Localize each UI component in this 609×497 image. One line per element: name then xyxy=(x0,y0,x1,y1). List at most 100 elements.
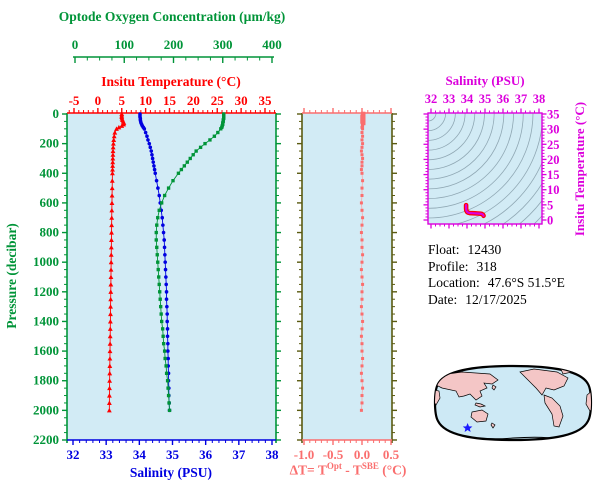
float-id-label: Float: xyxy=(428,242,460,257)
map-australia xyxy=(470,409,489,423)
svg-text:35: 35 xyxy=(479,92,492,106)
svg-text:0: 0 xyxy=(95,93,102,108)
svg-text:34: 34 xyxy=(133,447,147,462)
delta-t-axis: -1.0 -0.5 0.0 0.5 xyxy=(294,108,400,462)
svg-text:1800: 1800 xyxy=(33,373,59,388)
svg-text:33: 33 xyxy=(443,92,456,106)
svg-text:2000: 2000 xyxy=(33,402,59,417)
date-label: Date: xyxy=(428,291,458,307)
svg-text:32: 32 xyxy=(425,92,438,106)
location-label: Location: xyxy=(428,275,480,290)
svg-text:1600: 1600 xyxy=(33,343,59,358)
svg-text:200: 200 xyxy=(164,37,184,52)
svg-text:300: 300 xyxy=(213,37,233,52)
svg-text:38: 38 xyxy=(533,92,546,106)
profile-number-line: Profile: 318 xyxy=(428,259,565,276)
svg-text:400: 400 xyxy=(262,37,282,52)
profile-number-label: Profile: xyxy=(428,258,469,274)
svg-text:Pressure (decibar): Pressure (decibar) xyxy=(4,223,19,329)
svg-text:33: 33 xyxy=(100,447,114,462)
ts-profile-curve xyxy=(463,202,486,219)
svg-text:15: 15 xyxy=(163,93,177,108)
svg-text:15: 15 xyxy=(547,168,560,182)
plot-backgrounds xyxy=(67,113,542,440)
svg-text:200: 200 xyxy=(40,136,60,151)
svg-text:0: 0 xyxy=(72,37,79,52)
svg-text:10: 10 xyxy=(547,183,560,197)
temperature-axis-title: Insitu Temperature (°C) xyxy=(101,74,240,89)
temperature-profile-series xyxy=(106,111,127,413)
map-japan xyxy=(491,384,497,391)
pressure-axis-title: Pressure (decibar) xyxy=(4,223,19,329)
map-new-zealand xyxy=(490,422,496,429)
world-map-locator xyxy=(433,364,593,442)
svg-text:100: 100 xyxy=(115,37,135,52)
date-line: Date: 12/17/2025 xyxy=(428,292,565,309)
delta-t-axis-label: ΔT= TOpt - TSBE (°C) xyxy=(289,461,407,478)
svg-text:10: 10 xyxy=(139,93,152,108)
svg-text:-1.0: -1.0 xyxy=(294,447,315,462)
svg-text:37: 37 xyxy=(515,92,528,106)
map-antarctica-coast xyxy=(466,436,561,440)
svg-text:38: 38 xyxy=(266,447,280,462)
map-africa-left xyxy=(435,389,441,406)
svg-text:Insitu Temperature (°C): Insitu Temperature (°C) xyxy=(101,74,240,89)
map-north-america xyxy=(519,368,569,396)
svg-text:Salinity (PSU): Salinity (PSU) xyxy=(130,465,212,480)
ts-salinity-title: Salinity (PSU) xyxy=(445,73,524,88)
ts-temperature-title: Insitu Temperature (°C) xyxy=(572,102,587,236)
svg-text:400: 400 xyxy=(40,165,60,180)
svg-text:0: 0 xyxy=(53,106,60,121)
svg-text:5: 5 xyxy=(547,198,553,212)
salinity-axis-title: Salinity (PSU) xyxy=(130,465,212,480)
svg-text:36: 36 xyxy=(497,92,510,106)
svg-text:20: 20 xyxy=(547,153,560,167)
svg-text:Insitu Temperature (°C): Insitu Temperature (°C) xyxy=(572,102,587,236)
svg-text:37: 37 xyxy=(232,447,246,462)
svg-text:1400: 1400 xyxy=(33,313,59,328)
svg-text:25: 25 xyxy=(211,93,225,108)
delta-t-series xyxy=(359,111,366,412)
svg-text:30: 30 xyxy=(235,93,248,108)
svg-text:Salinity (PSU): Salinity (PSU) xyxy=(445,73,524,88)
svg-text:0.5: 0.5 xyxy=(383,447,400,462)
map-eurasia xyxy=(435,371,499,401)
svg-text:-5: -5 xyxy=(69,93,80,108)
delta-plot-area xyxy=(302,113,392,440)
svg-text:32: 32 xyxy=(67,447,80,462)
svg-text:Optode Oxygen Concentration (µ: Optode Oxygen Concentration (µm/kg) xyxy=(59,9,285,24)
float-id-value: 12430 xyxy=(467,242,502,257)
oxygen-axis: 0 100 200 300 400 xyxy=(72,37,282,63)
svg-text:0: 0 xyxy=(547,214,553,228)
svg-text:1000: 1000 xyxy=(33,254,59,269)
svg-text:600: 600 xyxy=(40,195,60,210)
svg-text:800: 800 xyxy=(40,225,60,240)
salinity-profile-series xyxy=(138,112,172,413)
svg-text:2200: 2200 xyxy=(33,432,59,447)
float-info-block: Float: 12430 Profile: 318 Location: 47.6°S … xyxy=(428,242,565,308)
salinity-axis: 32 33 34 35 36 37 38 xyxy=(67,439,280,462)
svg-text:35: 35 xyxy=(166,447,180,462)
location-line: Location: 47.6°S 51.5°E xyxy=(428,275,565,292)
svg-text:30: 30 xyxy=(547,123,560,137)
svg-text:34: 34 xyxy=(461,92,474,106)
svg-text:5: 5 xyxy=(119,93,126,108)
pressure-axis: 0 200 400 600 800 1000 1200 1400 1600 1800 2000 220… xyxy=(33,106,281,447)
map-africa-right xyxy=(585,390,591,412)
oxygen-axis-title: Optode Oxygen Concentration (µm/kg) xyxy=(59,9,285,24)
profile-number-value: 318 xyxy=(476,258,497,274)
ts-plot-area xyxy=(428,113,542,224)
temperature-axis: -5 0 5 10 15 20 25 30 35 xyxy=(67,93,276,114)
date-value: 12/17/2025 xyxy=(465,291,527,307)
svg-text:35: 35 xyxy=(259,93,273,108)
svg-text:1200: 1200 xyxy=(33,284,59,299)
float-location-star xyxy=(462,423,473,432)
svg-text:-0.5: -0.5 xyxy=(323,447,344,462)
oxygen-profile-series xyxy=(154,112,226,413)
svg-text:20: 20 xyxy=(187,93,200,108)
svg-text:36: 36 xyxy=(199,447,213,462)
main-plot-area xyxy=(67,113,276,440)
svg-text:25: 25 xyxy=(547,138,560,152)
svg-text:0.0: 0.0 xyxy=(354,447,370,462)
